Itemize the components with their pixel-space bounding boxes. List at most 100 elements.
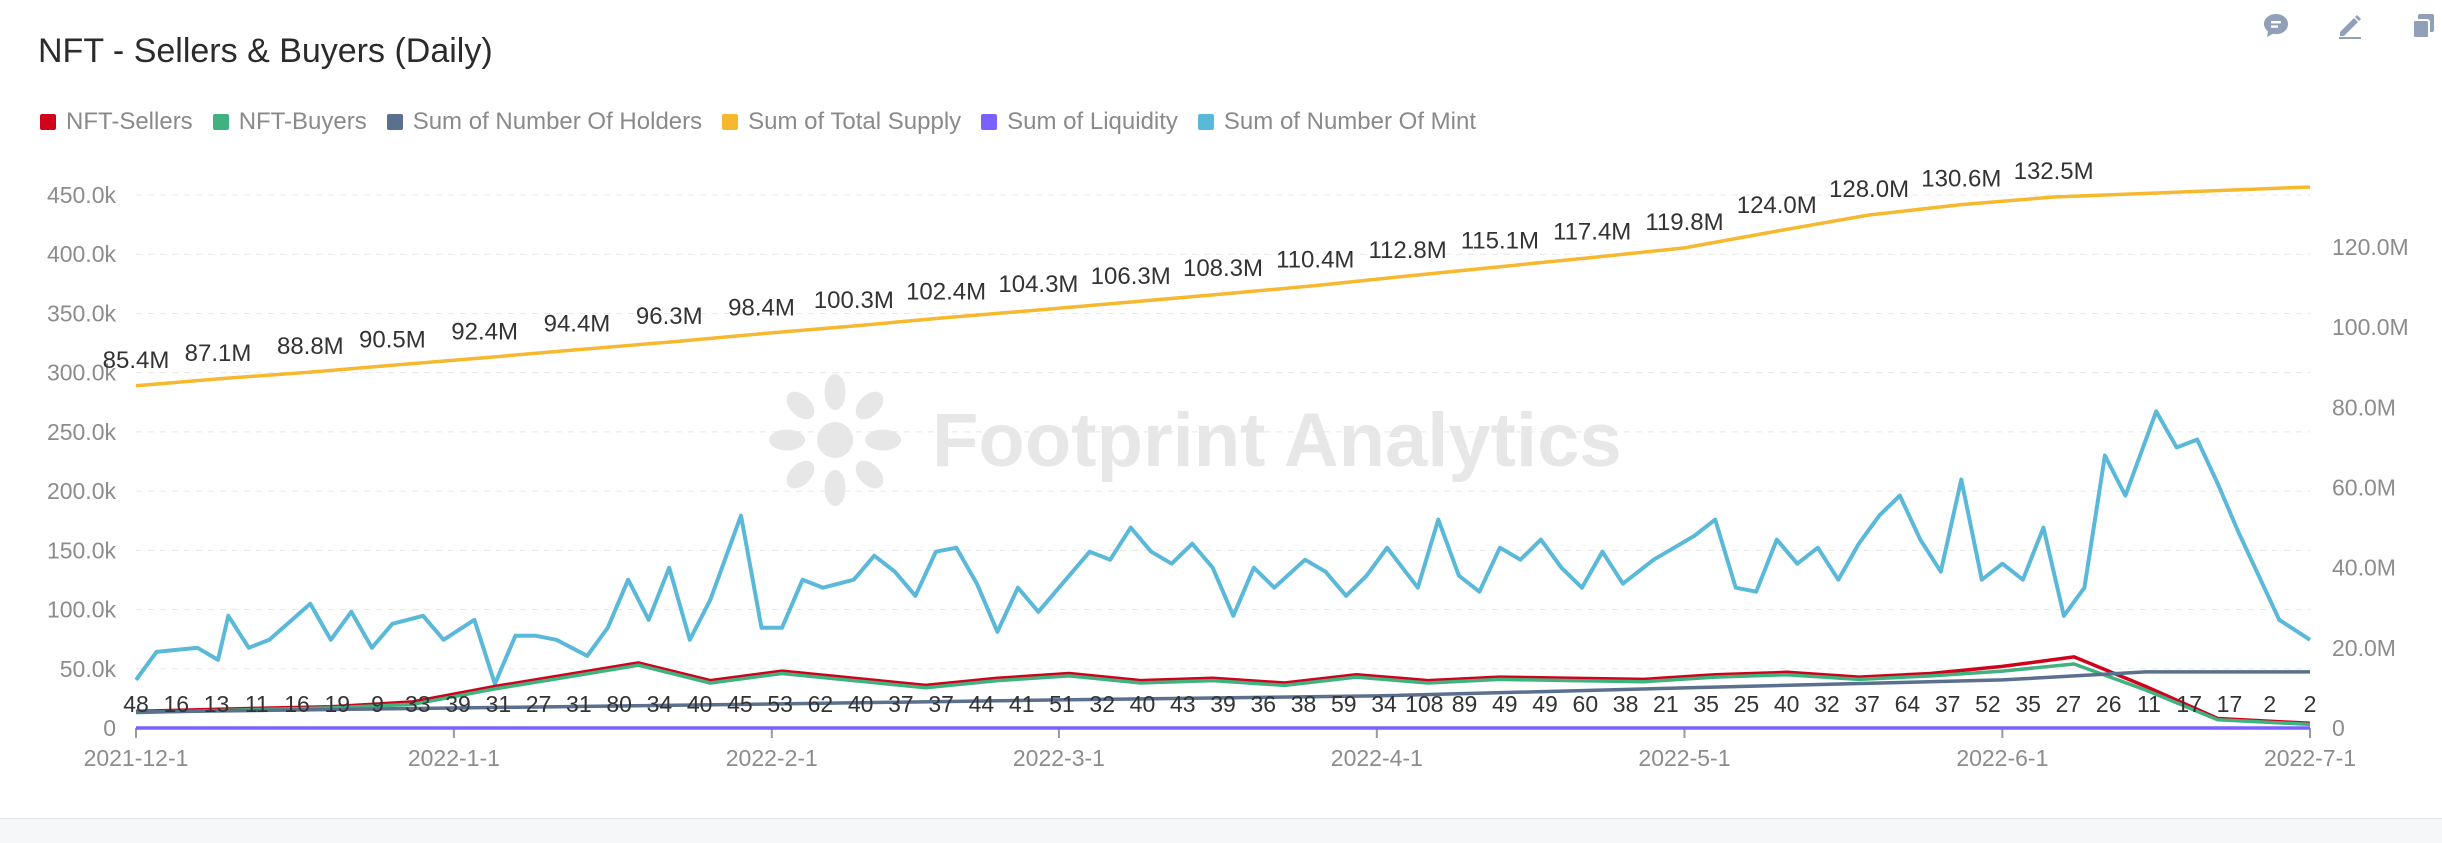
bottom-data-label: 40 — [687, 691, 713, 717]
series-line-nft-sellers — [135, 655, 2311, 726]
y-right-tick-label: 100.0M — [2332, 314, 2409, 340]
bottom-data-label: 17 — [2176, 691, 2202, 717]
supply-data-label: 110.4M — [1276, 247, 1354, 274]
supply-data-label: 117.4M — [1553, 219, 1631, 246]
bottom-data-label: 40 — [1774, 691, 1800, 717]
bottom-data-label: 31 — [486, 691, 512, 717]
bottom-data-label: 32 — [1089, 691, 1115, 717]
legend-item-buyers[interactable]: NFT-Buyers — [212, 108, 367, 136]
supply-data-label: 94.4M — [544, 311, 611, 338]
supply-data-label: 85.4M — [103, 347, 170, 374]
bottom-data-label: 25 — [1734, 691, 1760, 717]
legend-item-sellers[interactable]: NFT-Sellers — [40, 108, 193, 136]
legend-label: NFT-Sellers — [66, 108, 193, 135]
legend-label: Sum of Number Of Holders — [412, 108, 703, 135]
y-right-tick-label: 0 — [2332, 715, 2345, 741]
series-line-nft-buyers — [135, 662, 2311, 727]
supply-data-label: 132.5M — [2014, 158, 2094, 185]
bottom-data-label: 11 — [2137, 691, 2161, 717]
supply-data-label: 124.0M — [1737, 192, 1817, 219]
bottom-data-label: 37 — [1854, 691, 1880, 717]
supply-data-label: 96.3M — [636, 303, 703, 330]
y-right-tick-label: 80.0M — [2332, 394, 2396, 420]
chart-legend: NFT-Sellers NFT-Buyers Sum of Number Of … — [40, 108, 1476, 136]
bottom-data-label: 39 — [445, 691, 471, 717]
chart-plot: 0 50.0k 100.0k 150.0k 200.0k 250.0k 300.0k 350.… — [47, 158, 2409, 771]
bottom-data-label: 2 — [2263, 691, 2276, 717]
supply-data-label: 119.8M — [1645, 209, 1723, 236]
bottom-data-label: 64 — [1895, 691, 1921, 717]
supply-data-label: 88.8M — [277, 333, 344, 360]
legend-label: Sum of Number Of Mint — [1223, 108, 1476, 135]
bottom-data-label: 19 — [324, 691, 350, 717]
bottom-data-label: 49 — [1532, 691, 1558, 717]
bottom-data-label: 41 — [1009, 691, 1035, 717]
x-tick-label: 2022-7-1 — [2264, 745, 2356, 771]
legend-swatch — [212, 114, 229, 130]
edit-icon[interactable] — [2332, 8, 2368, 44]
supply-data-label: 90.5M — [359, 326, 426, 353]
x-tick-label: 2022-4-1 — [1331, 745, 1423, 771]
supply-data-label: 87.1M — [185, 340, 252, 367]
legend-label: Sum of Total Supply — [748, 108, 962, 135]
supply-data-label: 108.3M — [1183, 255, 1263, 282]
supply-data-label: 130.6M — [1921, 166, 2001, 193]
y-left-tick-label: 150.0k — [47, 537, 117, 563]
bottom-data-label: 34 — [1371, 691, 1397, 717]
bottom-data-label: 89 — [1452, 691, 1478, 717]
y-left-tick-label: 350.0k — [47, 300, 117, 326]
y-left-tick-label: 50.0k — [60, 656, 117, 682]
bottom-data-label: 37 — [888, 691, 914, 717]
bottom-data-label: 39 — [1210, 691, 1236, 717]
watermark-text: Footprint Analytics — [932, 397, 1622, 483]
bottom-data-label: 35 — [1693, 691, 1719, 717]
bottom-data-label: 51 — [1049, 691, 1075, 717]
supply-data-label: 98.4M — [728, 295, 795, 322]
bottom-data-label: 34 — [647, 691, 673, 717]
y-right-tick-label: 40.0M — [2332, 555, 2396, 581]
bottom-data-label: 17 — [2217, 691, 2243, 717]
supply-data-label: 102.4M — [906, 279, 986, 306]
supply-data-label: 115.1M — [1461, 228, 1539, 255]
bottom-data-label: 43 — [1170, 691, 1196, 717]
y-right-tick-label: 60.0M — [2332, 475, 2396, 501]
bottom-data-label: 16 — [284, 691, 310, 717]
legend-swatch — [40, 114, 56, 130]
footprint-logo-icon — [769, 374, 901, 506]
legend-item-liquidity[interactable]: Sum of Liquidity — [981, 108, 1178, 136]
chart-card: NFT - Sellers & Buyers (Daily) NFT-Selle… — [38, 8, 2442, 771]
bottom-data-label: 108 — [1405, 691, 1443, 717]
legend-item-mint[interactable]: Sum of Number Of Mint — [1197, 108, 1476, 136]
bottom-data-label: 13 — [204, 691, 230, 717]
bottom-data-label: 16 — [163, 691, 189, 717]
comment-icon[interactable] — [2258, 8, 2294, 44]
x-tick-label: 2021-12-1 — [84, 745, 189, 771]
bottom-strip — [0, 818, 2442, 843]
x-tick-label: 2022-1-1 — [408, 745, 500, 771]
bottom-data-label: 40 — [848, 691, 874, 717]
series-line-sum-of-number-of-holders — [135, 670, 2310, 714]
bottom-data-label: 38 — [1291, 691, 1317, 717]
bottom-data-label: 35 — [2015, 691, 2041, 717]
y-left-tick-label: 0 — [103, 715, 116, 741]
bottom-data-label: 40 — [1130, 691, 1156, 717]
supply-data-label: 104.3M — [998, 271, 1078, 298]
bottom-data-label: 21 — [1653, 691, 1679, 717]
bottom-data-label: 52 — [1975, 691, 2001, 717]
legend-swatch — [981, 114, 998, 130]
y-left-tick-label: 200.0k — [47, 478, 117, 504]
supply-data-label: 106.3M — [1091, 263, 1171, 290]
bottom-data-label: 59 — [1331, 691, 1357, 717]
bottom-data-label: 33 — [405, 691, 431, 717]
bottom-data-label: 27 — [526, 691, 552, 717]
y-right-tick-label: 120.0M — [2332, 234, 2409, 260]
legend-item-supply[interactable]: Sum of Total Supply — [722, 108, 961, 136]
bottom-data-label: 11 — [245, 691, 269, 717]
bottom-data-label: 48 — [123, 691, 149, 717]
copy-icon[interactable] — [2406, 8, 2442, 44]
bottom-data-label: 49 — [1492, 691, 1518, 717]
legend-item-holders[interactable]: Sum of Number Of Holders — [386, 108, 703, 136]
legend-label: NFT-Buyers — [238, 108, 367, 135]
supply-data-label: 92.4M — [451, 319, 518, 346]
legend-swatch — [1197, 114, 1214, 130]
